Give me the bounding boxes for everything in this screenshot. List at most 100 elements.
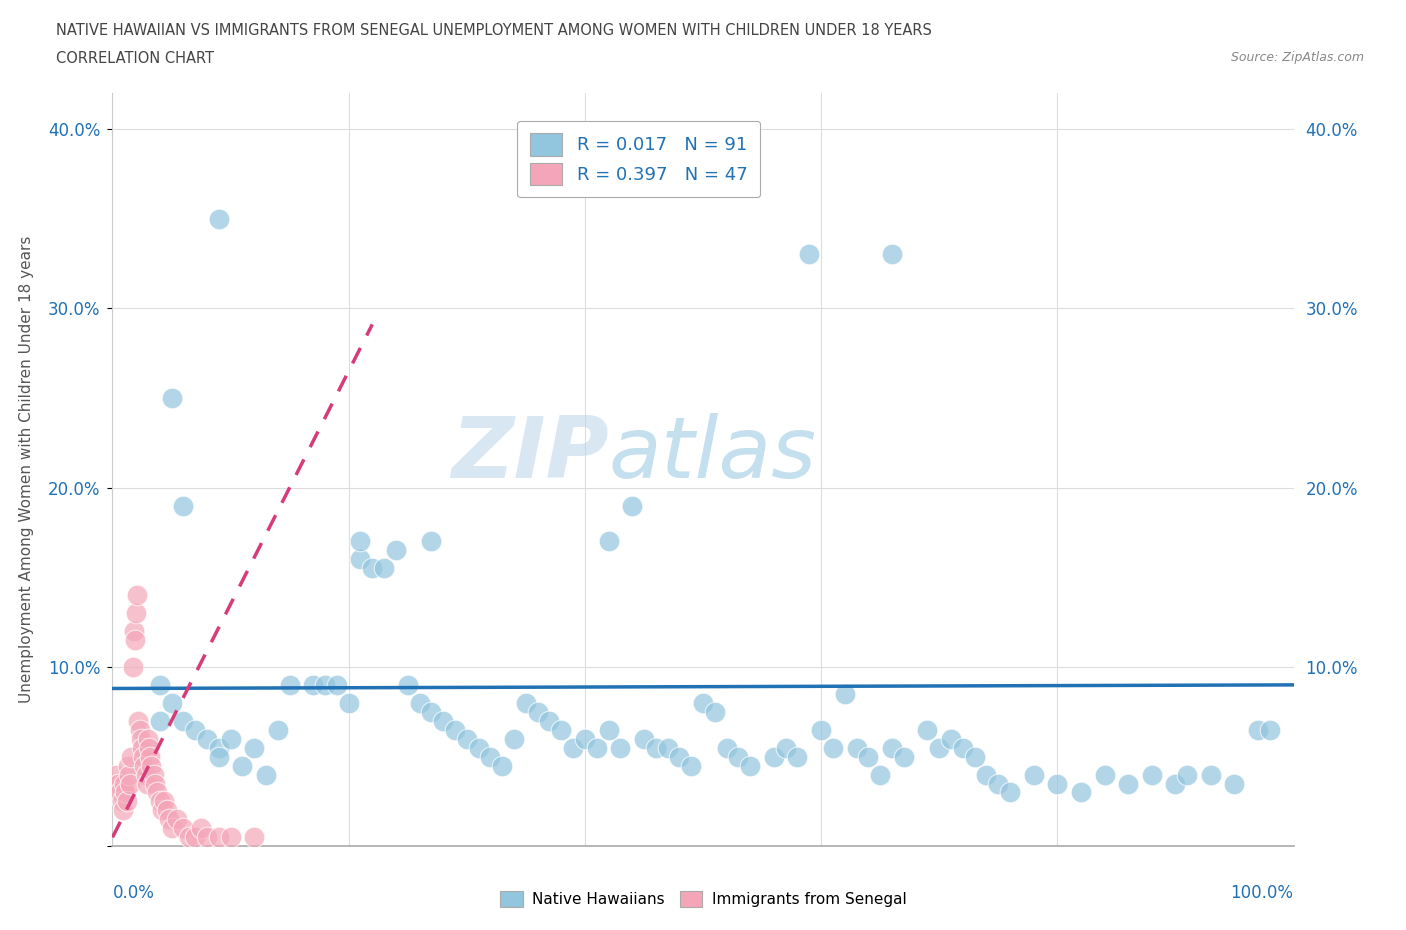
- Y-axis label: Unemployment Among Women with Children Under 18 years: Unemployment Among Women with Children U…: [20, 236, 34, 703]
- Point: [538, 713, 561, 728]
- Point: [1223, 776, 1246, 790]
- Point: [117, 758, 139, 773]
- Point: [153, 794, 176, 809]
- Point: [928, 740, 950, 755]
- Point: [349, 551, 371, 566]
- Point: [1258, 723, 1281, 737]
- Point: [1116, 776, 1139, 790]
- Point: [869, 767, 891, 782]
- Point: [231, 758, 253, 773]
- Point: [1247, 723, 1270, 737]
- Point: [574, 731, 596, 746]
- Point: [585, 740, 607, 755]
- Point: [135, 767, 157, 782]
- Point: [124, 632, 146, 647]
- Point: [1022, 767, 1045, 782]
- Point: [146, 785, 169, 800]
- Point: [633, 731, 655, 746]
- Point: [156, 803, 179, 817]
- Point: [111, 794, 134, 809]
- Point: [149, 794, 172, 809]
- Point: [172, 821, 194, 836]
- Point: [1175, 767, 1198, 782]
- Point: [880, 740, 903, 755]
- Point: [243, 830, 266, 844]
- Point: [526, 704, 548, 719]
- Point: [138, 740, 160, 755]
- Point: [143, 776, 166, 790]
- Point: [562, 740, 585, 755]
- Point: [125, 605, 148, 620]
- Point: [208, 211, 231, 226]
- Point: [479, 750, 502, 764]
- Point: [976, 767, 998, 782]
- Point: [491, 758, 513, 773]
- Text: Source: ZipAtlas.com: Source: ZipAtlas.com: [1230, 51, 1364, 64]
- Point: [134, 758, 156, 773]
- Point: [326, 677, 349, 692]
- Point: [208, 830, 231, 844]
- Point: [141, 758, 163, 773]
- Point: [114, 785, 136, 800]
- Point: [278, 677, 301, 692]
- Point: [112, 776, 135, 790]
- Point: [952, 740, 974, 755]
- Point: [105, 767, 128, 782]
- Point: [385, 543, 408, 558]
- Point: [740, 758, 762, 773]
- Point: [845, 740, 868, 755]
- Point: [786, 750, 808, 764]
- Point: [644, 740, 666, 755]
- Text: CORRELATION CHART: CORRELATION CHART: [56, 51, 214, 66]
- Point: [254, 767, 277, 782]
- Point: [515, 696, 537, 711]
- Point: [107, 776, 129, 790]
- Point: [108, 785, 131, 800]
- Text: 0.0%: 0.0%: [112, 884, 155, 902]
- Point: [208, 740, 231, 755]
- Legend: Native Hawaiians, Immigrants from Senegal: Native Hawaiians, Immigrants from Senega…: [494, 884, 912, 913]
- Point: [120, 750, 142, 764]
- Point: [503, 731, 526, 746]
- Point: [621, 498, 644, 513]
- Point: [139, 750, 162, 764]
- Text: 100.0%: 100.0%: [1230, 884, 1294, 902]
- Point: [775, 740, 797, 755]
- Point: [444, 723, 467, 737]
- Text: ZIP: ZIP: [451, 413, 609, 496]
- Point: [963, 750, 986, 764]
- Point: [834, 686, 856, 701]
- Point: [1070, 785, 1092, 800]
- Point: [132, 750, 155, 764]
- Point: [195, 731, 218, 746]
- Point: [142, 767, 165, 782]
- Point: [115, 794, 138, 809]
- Point: [127, 713, 149, 728]
- Point: [190, 821, 212, 836]
- Point: [1094, 767, 1116, 782]
- Point: [609, 740, 631, 755]
- Point: [179, 830, 201, 844]
- Point: [432, 713, 454, 728]
- Point: [550, 723, 572, 737]
- Point: [880, 247, 903, 262]
- Point: [1140, 767, 1163, 782]
- Point: [150, 803, 173, 817]
- Point: [136, 731, 159, 746]
- Point: [762, 750, 785, 764]
- Point: [157, 812, 180, 827]
- Point: [160, 696, 183, 711]
- Point: [681, 758, 703, 773]
- Point: [692, 696, 714, 711]
- Point: [208, 750, 231, 764]
- Point: [396, 677, 419, 692]
- Point: [1199, 767, 1222, 782]
- Point: [120, 776, 142, 790]
- Point: [408, 696, 430, 711]
- Point: [939, 731, 962, 746]
- Point: [1046, 776, 1069, 790]
- Point: [598, 723, 620, 737]
- Point: [149, 713, 172, 728]
- Point: [131, 740, 153, 755]
- Point: [184, 723, 207, 737]
